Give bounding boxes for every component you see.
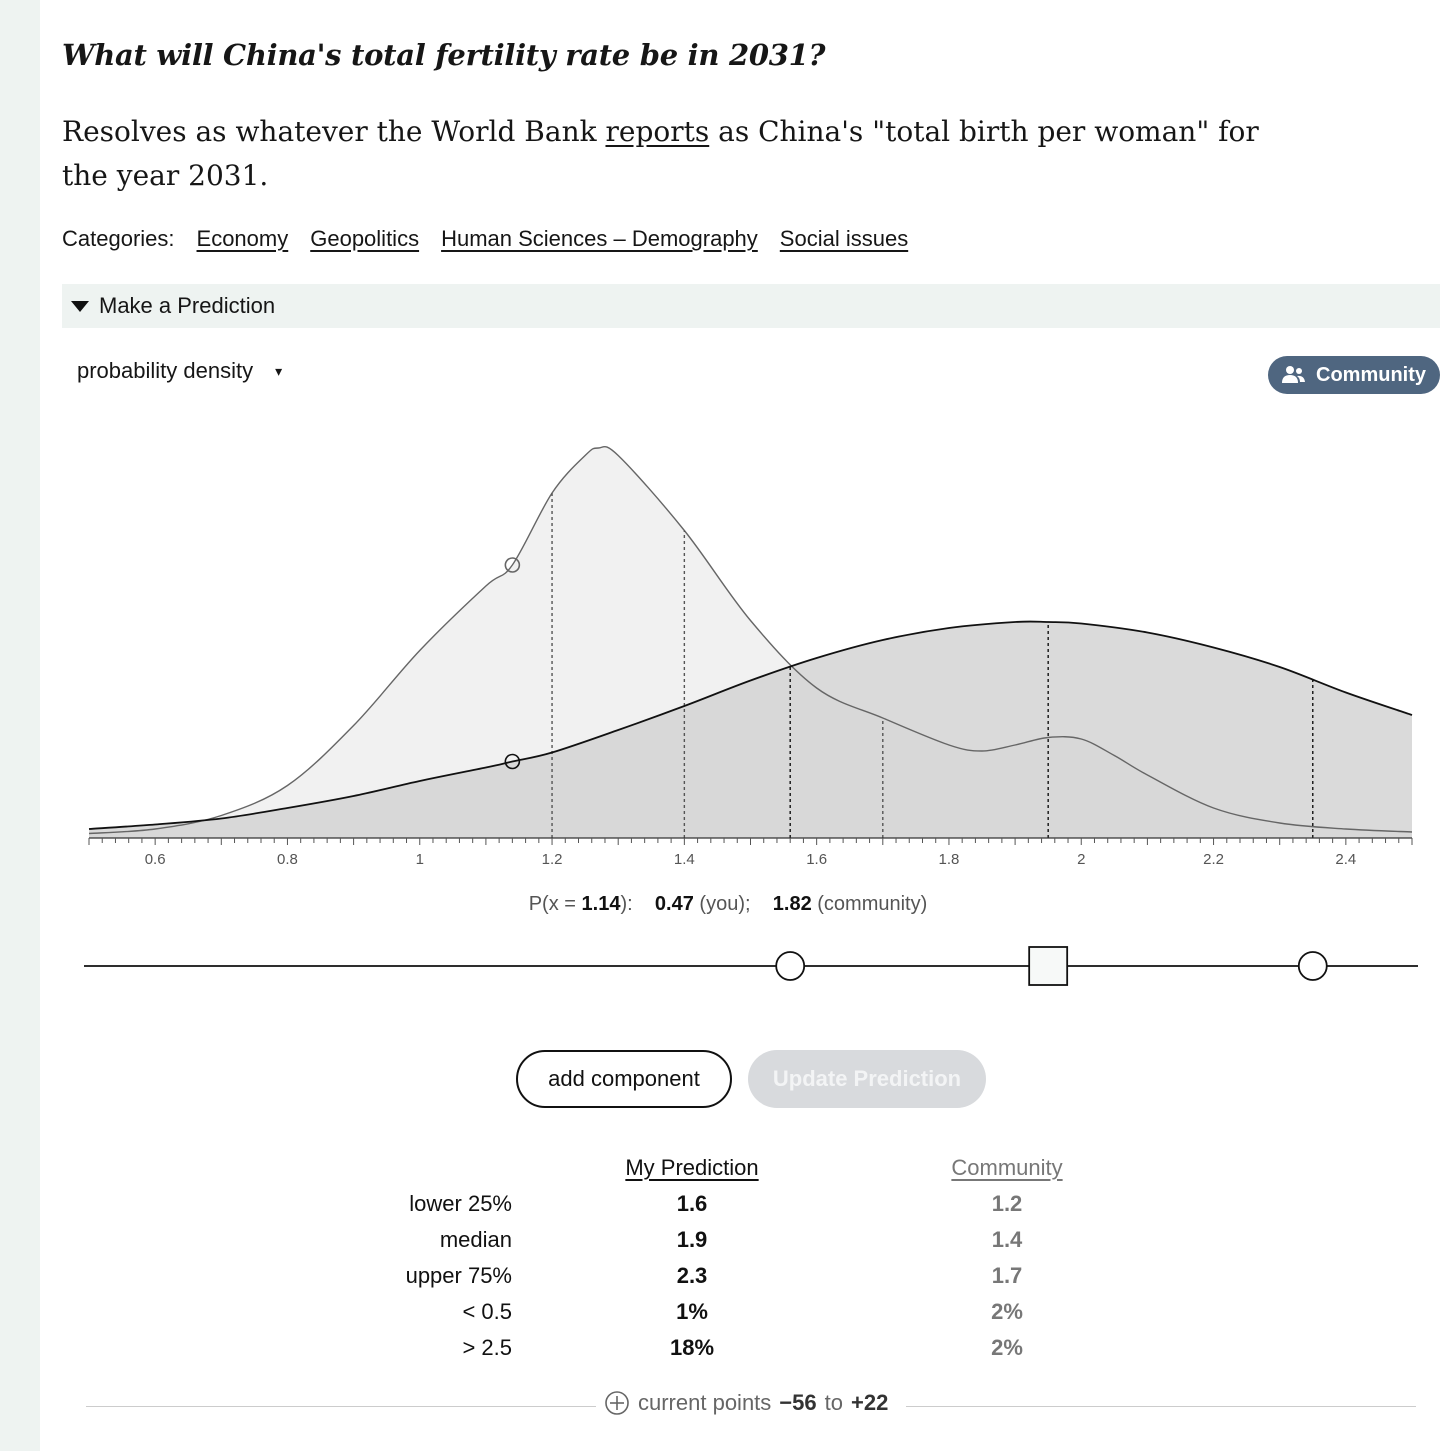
make-prediction-toggle[interactable]: Make a Prediction (62, 284, 1440, 328)
reports-link[interactable]: reports (605, 115, 710, 148)
x-tick-label: 1.4 (674, 851, 695, 868)
community-hover-marker (504, 557, 521, 573)
hover-probability-readout: P(x = 1.14): 0.47 (you); 1.82 (community… (528, 893, 928, 915)
current-points: current points −56 to +22 (0, 1390, 1456, 1422)
x-tick-label: 2.4 (1335, 851, 1356, 868)
table-row: < 0.5 1% 2% (462, 1299, 1023, 1324)
question-title: What will China's total fertility rate b… (62, 38, 826, 72)
density-chart[interactable]: 0.6 0.8 1 1.2 1.4 1.6 1.8 2 2.2 2.4 (0, 420, 1456, 880)
x-tick-label: 2.2 (1203, 851, 1224, 868)
triangle-down-icon (71, 300, 89, 312)
table-row: lower 25% 1.6 1.2 (409, 1191, 1023, 1216)
table-row: > 2.5 18% 2% (462, 1335, 1023, 1360)
upper-handle[interactable] (1297, 951, 1328, 981)
table-row: median 1.9 1.4 (439, 1227, 1023, 1252)
hover-x-value: 1.14 (581, 893, 621, 915)
my-prediction-header[interactable]: My Prediction (625, 1155, 759, 1180)
category-economy[interactable]: Economy (196, 226, 289, 251)
resolution-criteria: Resolves as whatever the World Bank repo… (62, 115, 1259, 192)
hover-you-value: 0.47 (654, 893, 694, 915)
users-icon (1282, 366, 1305, 383)
categories-label: Categories: (62, 226, 175, 251)
x-tick-label: 1 (416, 851, 424, 868)
plus-circle-icon (605, 1391, 629, 1415)
component-slider[interactable] (0, 940, 1456, 994)
community-header[interactable]: Community (951, 1155, 1063, 1180)
category-geopolitics[interactable]: Geopolitics (310, 226, 420, 251)
community-toggle-button[interactable]: Community (1268, 356, 1440, 394)
you-density-area (89, 621, 1412, 838)
category-social-issues[interactable]: Social issues (779, 226, 909, 251)
hover-community-value: 1.82 (772, 893, 812, 915)
x-tick-label: 1.2 (542, 851, 563, 868)
categories: Categories: Economy Geopolitics Human Sc… (62, 226, 908, 252)
left-rail (0, 0, 40, 1451)
display-mode-select[interactable]: probability density ▾ (77, 358, 282, 384)
table-row: upper 75% 2.3 1.7 (405, 1263, 1023, 1288)
prediction-stats-table: My Prediction Community lower 25% 1.6 1.… (380, 1150, 1142, 1366)
make-prediction-label: Make a Prediction (99, 293, 276, 318)
x-tick-label: 1.6 (806, 851, 827, 868)
x-tick-label: 0.6 (145, 851, 166, 868)
you-density-line (88, 620, 1413, 830)
lower-handle[interactable] (775, 951, 806, 981)
chevron-down-icon: ▾ (275, 362, 283, 379)
x-tick-label: 1.8 (939, 851, 960, 868)
divider (906, 1406, 1416, 1407)
community-density-line (88, 445, 1413, 835)
display-mode-value: probability density (77, 358, 254, 383)
current-points-label[interactable]: current points −56 to +22 (600, 1390, 893, 1416)
update-prediction-button[interactable]: Update Prediction (748, 1050, 986, 1108)
add-component-button[interactable]: add component (516, 1050, 732, 1108)
community-toggle-label: Community (1316, 363, 1426, 386)
divider (86, 1406, 596, 1407)
x-tick-label: 2 (1077, 851, 1085, 868)
prediction-actions: add component Update Prediction (0, 1050, 1456, 1108)
x-tick-label: 0.8 (277, 851, 298, 868)
center-handle[interactable] (1028, 946, 1069, 986)
category-demography[interactable]: Human Sciences – Demography (441, 226, 758, 251)
you-hover-marker (504, 753, 521, 770)
